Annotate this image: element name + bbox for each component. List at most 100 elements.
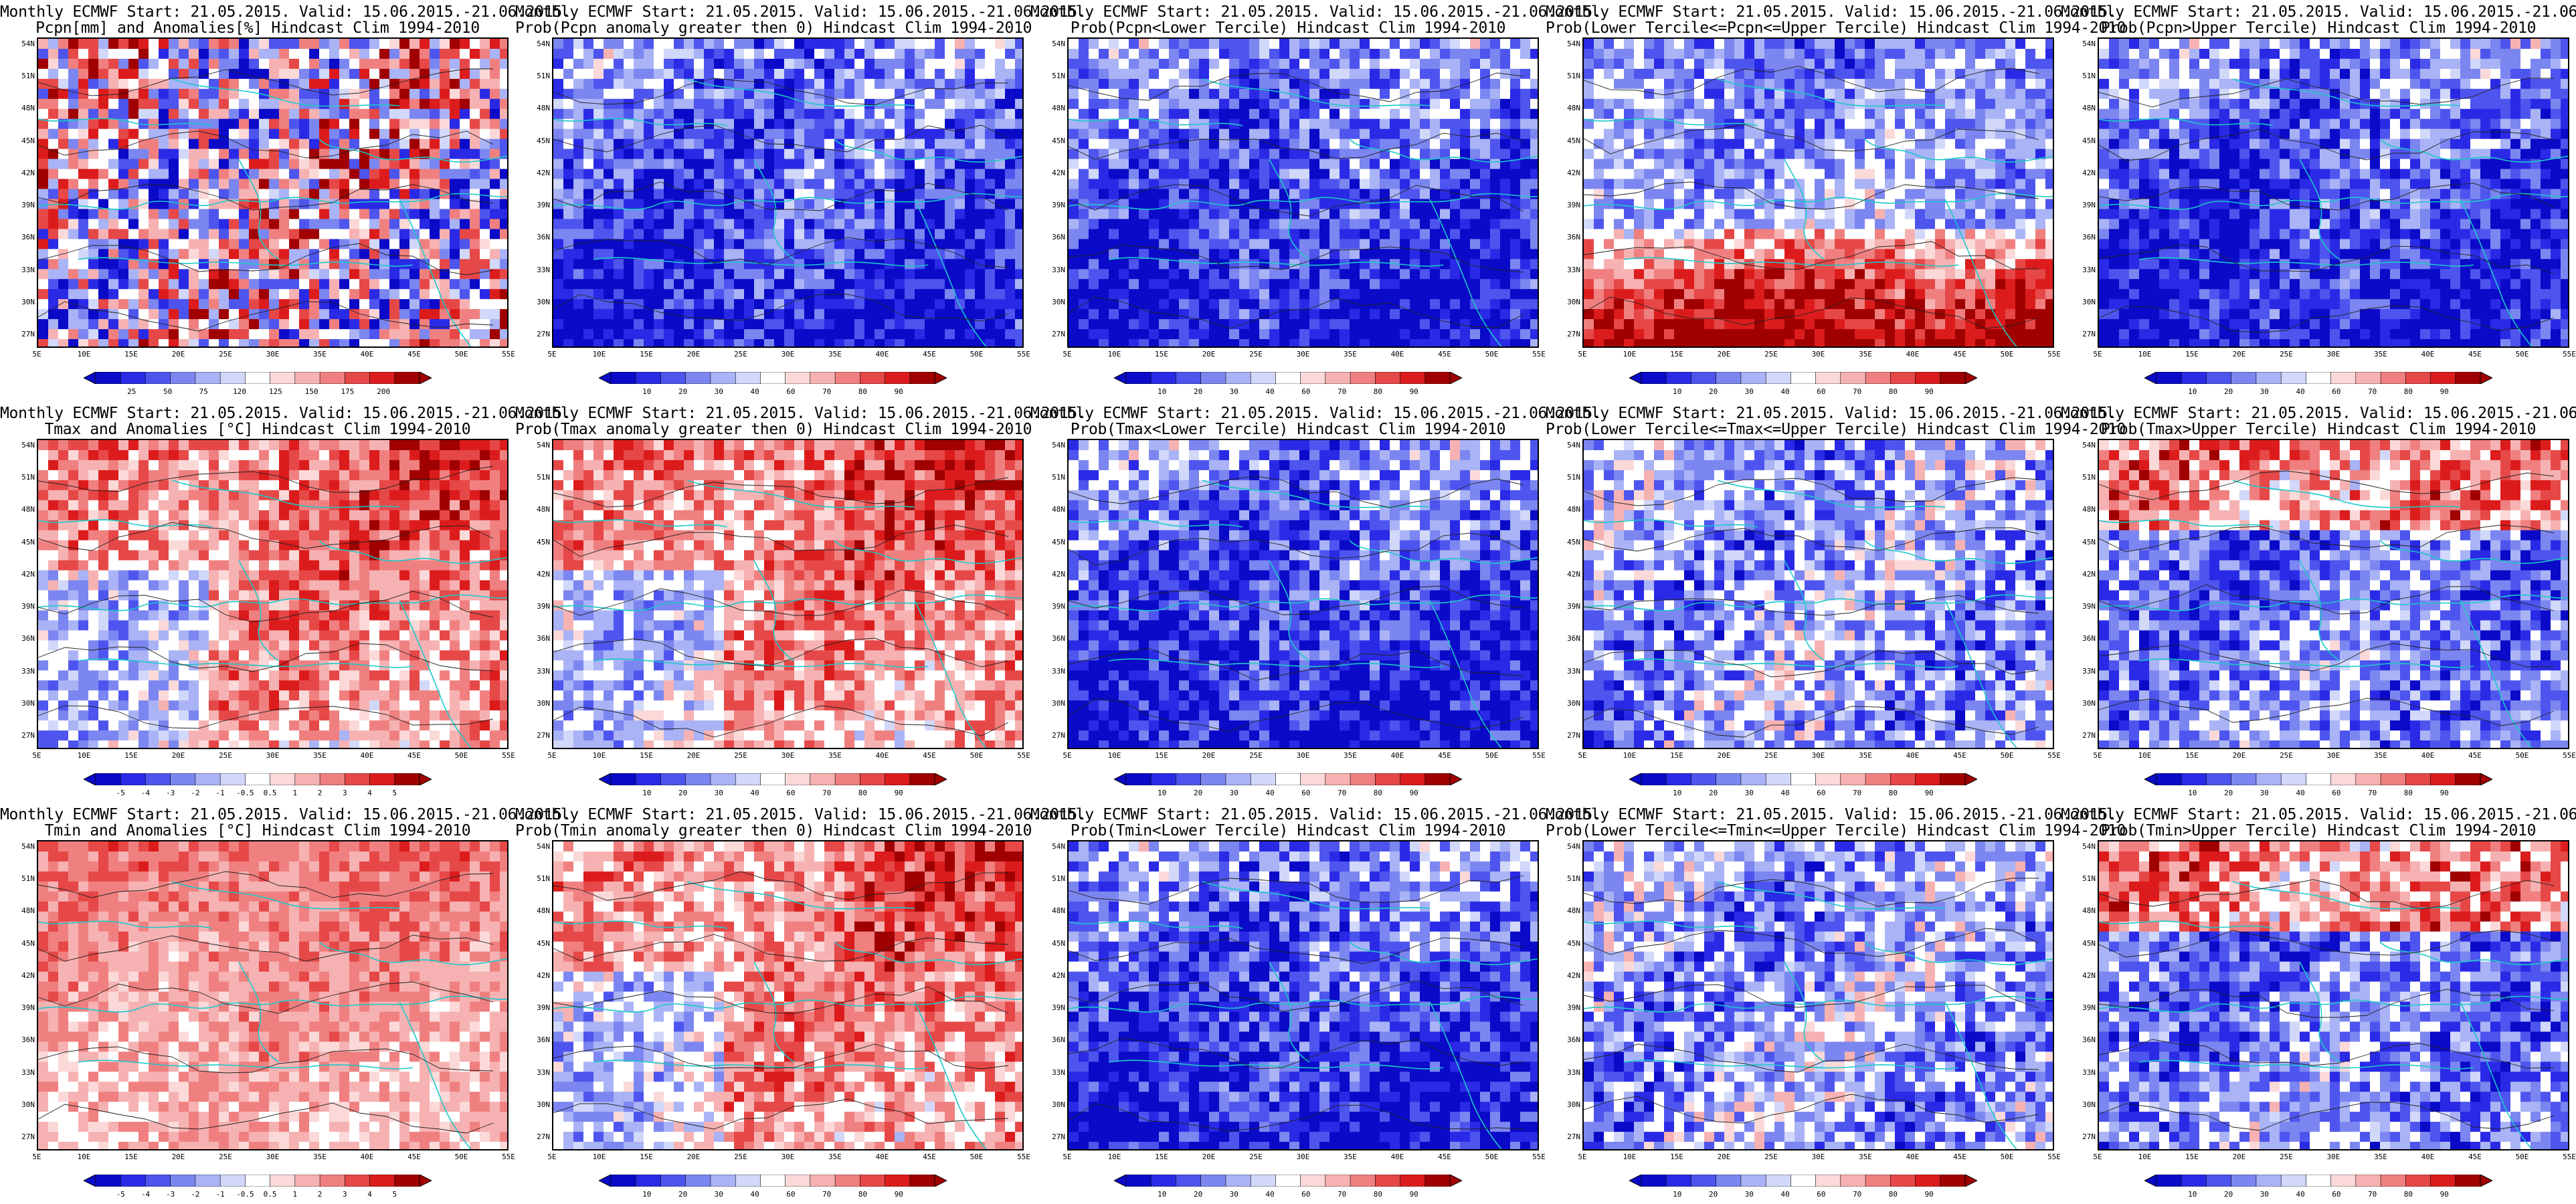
field-cell — [1724, 68, 1735, 80]
field-cell — [78, 339, 89, 346]
field-cell — [1594, 58, 1604, 70]
field-cell — [915, 269, 925, 280]
field-cell — [139, 259, 149, 270]
field-cell — [1350, 279, 1360, 290]
field-cell — [1400, 299, 1410, 310]
field-cell — [139, 58, 149, 70]
field-cell — [935, 329, 945, 340]
field-cell — [1520, 98, 1531, 110]
field-cell — [804, 299, 815, 310]
field-cell — [1360, 78, 1370, 90]
field-cell — [38, 239, 49, 249]
field-cell — [149, 179, 159, 190]
field-cell — [764, 239, 775, 249]
field-cell — [784, 39, 795, 49]
field-cell — [1520, 148, 1531, 160]
field-cell — [593, 259, 604, 270]
field-cell — [490, 269, 500, 280]
field-cell — [1119, 319, 1129, 330]
field-cell — [734, 39, 745, 49]
field-cell — [369, 329, 380, 340]
lon-tick-label: 55E — [1010, 350, 1037, 359]
field-cell — [1955, 118, 1966, 130]
field-cell — [1654, 58, 1665, 70]
field-cell — [1119, 179, 1129, 190]
field-cell — [624, 108, 634, 120]
field-cell — [1199, 259, 1210, 270]
field-cell — [553, 118, 564, 130]
field-cell — [694, 209, 705, 220]
field-cell — [399, 319, 410, 330]
field-cell — [490, 98, 500, 110]
field-cell — [1069, 108, 1079, 120]
field-cell — [1925, 49, 1936, 60]
field-cell — [480, 329, 490, 340]
field-cell — [1530, 98, 1538, 110]
field-cell — [359, 339, 370, 346]
field-cell — [854, 78, 865, 90]
field-cell — [1420, 128, 1431, 140]
field-cell — [450, 39, 460, 49]
field-cell — [694, 259, 705, 270]
field-cell — [644, 309, 654, 320]
coastline — [834, 138, 1022, 163]
field-cell — [664, 189, 674, 200]
field-cell — [1289, 179, 1300, 190]
field-cell — [583, 319, 594, 330]
field-cell — [965, 209, 976, 220]
field-cell — [945, 269, 955, 280]
field-cell — [734, 209, 745, 220]
field-cell — [1975, 108, 1986, 120]
field-cell — [1380, 159, 1390, 170]
field-cell — [834, 68, 845, 80]
field-cell — [179, 169, 189, 180]
field-cell — [553, 219, 564, 229]
field-cell — [1015, 279, 1022, 290]
field-cell — [1119, 128, 1129, 140]
field-cell — [614, 309, 624, 320]
field-cell — [98, 229, 109, 239]
field-cell — [895, 249, 905, 260]
field-cell — [1664, 68, 1675, 80]
field-cell — [634, 209, 644, 220]
field-cell — [1450, 68, 1461, 80]
field-cell — [149, 289, 159, 300]
field-cell — [614, 229, 624, 239]
field-cell — [1119, 78, 1129, 90]
field-cell — [634, 138, 644, 150]
field-cell — [895, 88, 905, 100]
field-cell — [864, 279, 875, 290]
field-cell — [149, 309, 159, 320]
field-cell — [905, 269, 915, 280]
colorbar-swatch — [1350, 372, 1376, 384]
field-cell — [1005, 138, 1016, 150]
field-cell — [1965, 98, 1976, 110]
field-cell — [399, 159, 410, 170]
field-cell — [794, 229, 805, 239]
field-cell — [389, 179, 400, 190]
field-cell — [704, 88, 715, 100]
field-cell — [895, 148, 905, 160]
field-cell — [399, 299, 410, 310]
field-cell — [1079, 169, 1089, 180]
field-cell — [249, 68, 260, 80]
field-cell — [995, 239, 1006, 249]
field-cell — [1500, 249, 1511, 260]
field-cell — [563, 128, 574, 140]
field-cell — [563, 179, 574, 190]
field-cell — [1390, 88, 1400, 100]
field-cell — [1239, 159, 1250, 170]
field-cell — [744, 219, 755, 229]
field-cell — [1299, 279, 1310, 290]
field-cell — [169, 199, 179, 210]
field-cell — [1624, 68, 1635, 80]
field-cell — [654, 179, 664, 190]
field-cell — [915, 259, 925, 270]
field-cell — [1420, 309, 1431, 320]
field-cell — [289, 249, 300, 260]
field-cell — [500, 279, 507, 290]
field-cell — [553, 169, 564, 180]
field-cell — [1139, 148, 1149, 160]
field-cell — [1169, 98, 1180, 110]
field-cell — [108, 239, 119, 249]
